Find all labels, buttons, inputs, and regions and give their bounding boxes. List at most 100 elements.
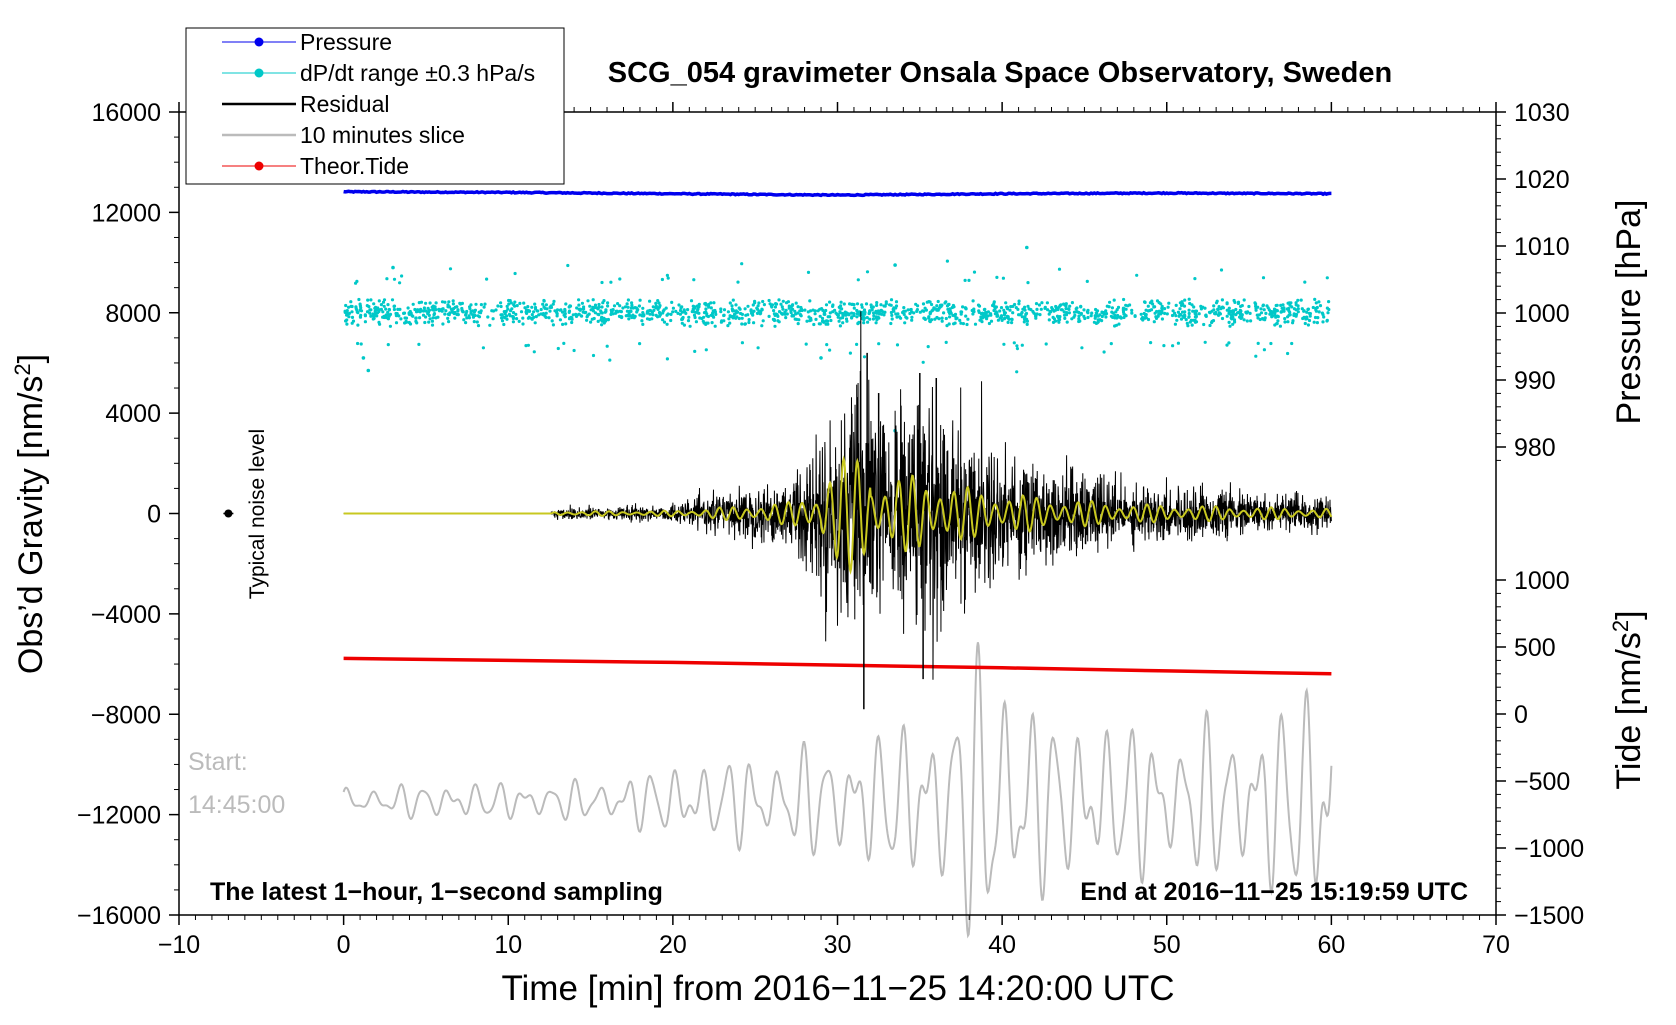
dpdt-point <box>1100 314 1104 319</box>
dpdt-point <box>787 306 791 310</box>
dpdt-point <box>1065 311 1069 315</box>
dpdt-point <box>356 323 360 327</box>
dpdt-point <box>1109 314 1113 318</box>
dpdt-point <box>379 307 383 311</box>
dpdt-point <box>839 300 843 304</box>
dpdt-point <box>952 305 956 309</box>
dpdt-point <box>1249 319 1253 323</box>
dpdt-point <box>533 302 537 306</box>
dpdt-point <box>441 322 445 326</box>
dpdt-point <box>944 340 948 344</box>
dpdt-point <box>1303 321 1307 326</box>
dpdt-point <box>1313 315 1318 320</box>
x-tick-label: −10 <box>158 931 200 959</box>
dpdt-point <box>666 312 670 316</box>
dpdt-point <box>963 306 968 310</box>
dpdt-point <box>376 306 380 310</box>
dpdt-point <box>388 312 393 316</box>
dpdt-point <box>481 346 485 350</box>
dpdt-point <box>1283 317 1287 321</box>
dpdt-point <box>999 306 1004 310</box>
dpdt-point <box>1057 267 1062 271</box>
dpdt-point <box>743 307 747 311</box>
dpdt-point <box>1279 310 1283 314</box>
dpdt-point <box>706 314 711 319</box>
dpdt-point <box>1260 317 1265 321</box>
dpdt-point <box>415 321 419 325</box>
legend-label: Pressure <box>300 29 392 55</box>
dpdt-point <box>419 300 424 304</box>
legend-marker <box>254 37 264 47</box>
start-label: Start: <box>188 748 248 776</box>
dpdt-point <box>1182 304 1187 308</box>
dpdt-point <box>848 302 852 306</box>
dpdt-point <box>413 307 417 312</box>
dpdt-point <box>447 300 451 304</box>
dpdt-point <box>468 307 472 311</box>
dpdt-point <box>1020 343 1024 347</box>
dpdt-point <box>980 320 984 324</box>
dpdt-point <box>577 298 581 302</box>
dpdt-point <box>740 341 745 345</box>
dpdt-point <box>560 310 565 314</box>
dpdt-point <box>456 308 460 312</box>
dpdt-outlier-point <box>391 265 395 270</box>
dpdt-point <box>460 301 464 305</box>
dpdt-point <box>1190 323 1194 327</box>
dpdt-point <box>762 303 767 307</box>
dpdt-point <box>356 341 360 346</box>
dpdt-point <box>784 316 788 320</box>
dpdt-point <box>1104 315 1108 319</box>
dpdt-point <box>1285 307 1289 311</box>
dpdt-point <box>1225 302 1229 306</box>
dpdt-point <box>670 300 674 304</box>
dpdt-point <box>604 308 608 312</box>
dpdt-point <box>1015 370 1019 374</box>
y-tide-tick-label: 500 <box>1514 634 1556 662</box>
dpdt-point <box>1208 311 1212 315</box>
dpdt-point <box>793 317 797 321</box>
dpdt-point <box>1065 320 1069 324</box>
dpdt-point <box>777 298 781 302</box>
dpdt-point <box>1020 310 1024 315</box>
dpdt-point <box>983 307 987 311</box>
dpdt-point <box>1240 315 1244 319</box>
dpdt-point <box>1261 276 1266 280</box>
dpdt-point <box>591 298 595 302</box>
dpdt-point <box>737 306 741 310</box>
dpdt-point <box>841 316 845 320</box>
dpdt-point <box>939 304 943 308</box>
dpdt-point <box>465 316 469 320</box>
dpdt-point <box>641 306 645 310</box>
dpdt-point <box>895 315 899 319</box>
dpdt-point <box>1095 309 1100 313</box>
dpdt-point <box>1188 320 1192 324</box>
dpdt-point <box>398 281 402 285</box>
dpdt-point <box>1086 308 1090 312</box>
legend-label: dP/dt range ±0.3 hPa/s <box>300 60 535 86</box>
dpdt-point <box>1039 307 1043 311</box>
dpdt-point <box>1154 315 1158 319</box>
dpdt-point <box>469 303 473 307</box>
dpdt-point <box>1179 317 1184 321</box>
dpdt-point <box>1063 316 1067 320</box>
dpdt-point <box>1208 323 1212 328</box>
dpdt-point <box>467 316 471 320</box>
dpdt-point <box>1219 268 1224 272</box>
dpdt-point <box>1050 306 1054 310</box>
dpdt-point <box>704 310 708 314</box>
dpdt-point <box>570 320 574 325</box>
dpdt-point <box>496 304 500 308</box>
dpdt-point <box>400 274 404 278</box>
dpdt-point <box>824 303 829 307</box>
dpdt-point <box>809 316 813 320</box>
dpdt-point <box>872 311 876 315</box>
dpdt-point <box>1296 298 1300 302</box>
dpdt-point <box>586 299 590 303</box>
dpdt-point <box>796 322 800 326</box>
dpdt-point <box>865 316 869 320</box>
dpdt-point <box>446 316 450 320</box>
dpdt-point <box>523 306 527 310</box>
dpdt-point <box>965 322 969 327</box>
dpdt-point <box>1000 318 1004 322</box>
